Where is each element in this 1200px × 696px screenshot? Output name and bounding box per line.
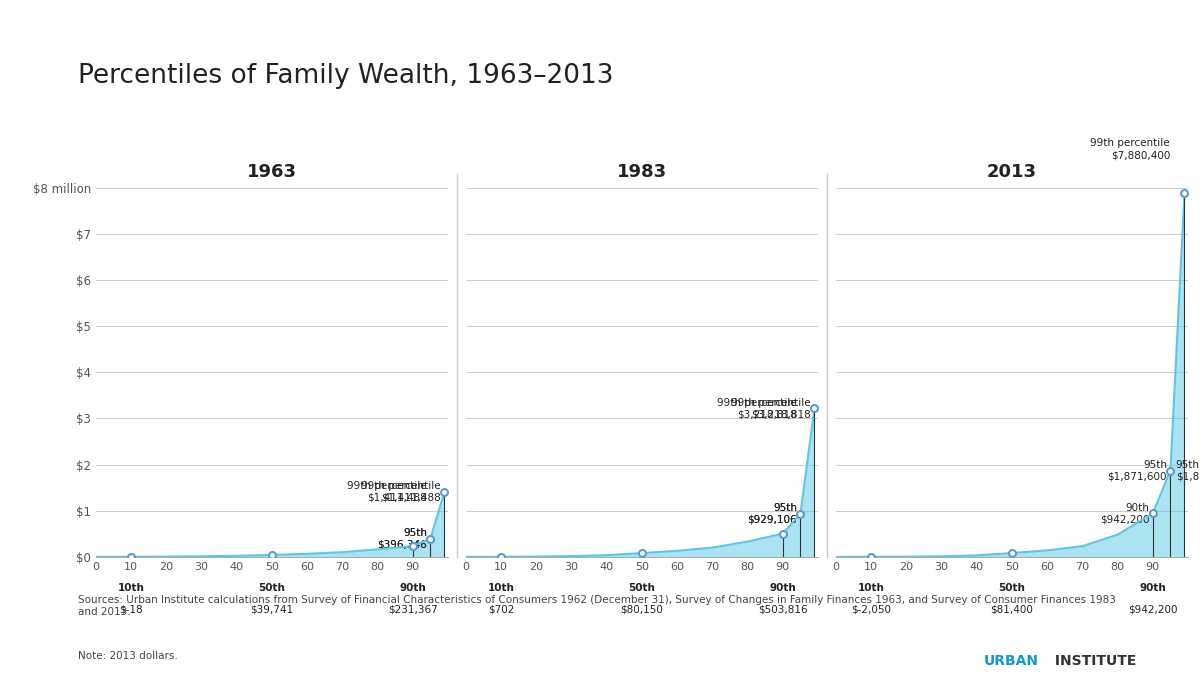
Text: 10th: 10th [858,583,884,592]
Text: $-2,050: $-2,050 [851,605,892,615]
Text: 90th: 90th [769,583,796,592]
Title: 1963: 1963 [247,163,298,181]
Text: 95th
$1,871,600: 95th $1,871,600 [1176,459,1200,482]
Text: Note: 2013 dollars.: Note: 2013 dollars. [78,651,178,661]
Text: 50th: 50th [629,583,655,592]
Text: 90th: 90th [400,583,426,592]
Text: 10th: 10th [118,583,145,592]
Text: $503,816: $503,816 [758,605,808,615]
Text: $942,200: $942,200 [1128,605,1177,615]
Text: 95th
$396,346: 95th $396,346 [377,528,427,549]
Text: 10th: 10th [487,583,515,592]
Text: Sources: Urban Institute calculations from Survey of Financial Characteristics o: Sources: Urban Institute calculations fr… [78,595,1116,617]
Text: 99th percentile
$3,218,818: 99th percentile $3,218,818 [731,397,811,419]
Text: $231,367: $231,367 [388,605,438,615]
Text: $39,741: $39,741 [251,605,294,615]
Text: 50th: 50th [258,583,286,592]
Text: 95th
$929,106: 95th $929,106 [748,503,797,525]
Text: 90th: 90th [1140,583,1166,592]
Text: $81,400: $81,400 [990,605,1033,615]
Title: 2013: 2013 [986,163,1037,181]
Text: INSTITUTE: INSTITUTE [1050,654,1136,668]
Text: 95th
$396,346: 95th $396,346 [377,528,427,549]
Text: URBAN: URBAN [984,654,1039,668]
Text: 95th
$1,871,600: 95th $1,871,600 [1108,459,1166,482]
Text: $702: $702 [488,605,515,615]
Text: Percentiles of Family Wealth, 1963–2013: Percentiles of Family Wealth, 1963–2013 [78,63,613,88]
Text: 50th: 50th [998,583,1026,592]
Text: 99th percentile
$7,880,400: 99th percentile $7,880,400 [1091,139,1170,160]
Text: 99th percentile
$1,411,488: 99th percentile $1,411,488 [361,481,440,503]
Text: $-18: $-18 [119,605,143,615]
Text: 99th percentile
$1,411,488: 99th percentile $1,411,488 [347,481,427,503]
Text: 99th percentile
$3,218,818: 99th percentile $3,218,818 [718,397,797,419]
Text: $80,150: $80,150 [620,605,664,615]
Title: 1983: 1983 [617,163,667,181]
Text: 90th
$942,200: 90th $942,200 [1099,503,1150,524]
Text: 95th
$929,106: 95th $929,106 [748,503,797,525]
